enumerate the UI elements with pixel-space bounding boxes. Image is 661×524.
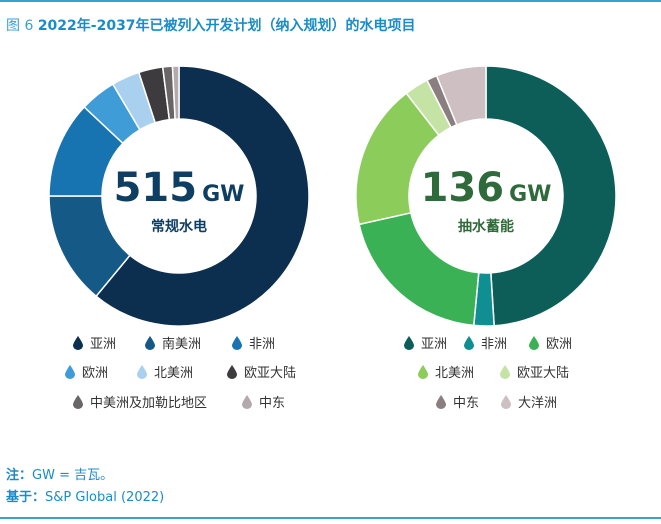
note-label: 注： (6, 468, 33, 483)
legend-item-1-4: 欧亚大陆 (500, 362, 569, 381)
donut-slice-1-6 (435, 65, 487, 126)
figure-title-text: 2022年-2037年已被列入开发计划（纳入规划）的水电项目 (37, 18, 416, 34)
donut-slice-1-0 (485, 65, 617, 327)
drop-icon (73, 394, 83, 409)
legend-item-0-5: 欧亚大陆 (227, 362, 296, 381)
drop-icon (418, 364, 428, 379)
legend-item-1-6: 大洋洲 (501, 392, 557, 411)
chart-note: 注：GW = 吉瓦。 (6, 464, 113, 483)
legend-item-0-0: 亚洲 (73, 333, 116, 352)
legend-label: 中东 (453, 396, 480, 411)
legend-item-0-6: 中美洲及加勒比地区 (73, 392, 207, 411)
legend-item-1-1: 非洲 (464, 333, 507, 352)
legend-label: 北美洲 (435, 366, 475, 381)
donut-slice-0-7 (171, 65, 180, 120)
legend-label: 中东 (259, 396, 286, 411)
figure-label: 图 6 (6, 18, 34, 34)
note-text: GW = 吉瓦。 (32, 468, 114, 483)
legend-label: 亚洲 (90, 337, 117, 352)
donut-label-0: 常规水电 (151, 218, 207, 235)
chart-source: 基于：S&P Global (2022) (6, 486, 164, 505)
legend-item-0-1: 南美洲 (145, 333, 201, 352)
source-label: 基于： (6, 490, 46, 505)
top-rule (0, 0, 661, 2)
drop-icon (404, 335, 414, 350)
legend-label: 欧洲 (546, 337, 573, 352)
legend-label: 北美洲 (154, 366, 194, 381)
drop-icon (436, 394, 446, 409)
conventional-hydro-donut: 515 GW 常规水电 (48, 65, 310, 327)
legend-item-1-2: 欧洲 (529, 333, 572, 352)
drop-icon (227, 364, 237, 379)
drop-icon (500, 364, 510, 379)
legend-label: 非洲 (481, 337, 508, 352)
legend-item-1-3: 北美洲 (418, 362, 474, 381)
donut-label-1: 抽水蓄能 (458, 218, 514, 235)
figure-title: 图 6 2022年-2037年已被列入开发计划（纳入规划）的水电项目 (6, 16, 416, 36)
legend-label: 欧亚大陆 (244, 366, 297, 381)
donut-total-0: 515 GW (114, 165, 245, 211)
drop-icon (232, 335, 242, 350)
source-text: S&P Global (2022) (45, 490, 165, 505)
drop-icon (464, 335, 474, 350)
legend-label: 大洋洲 (518, 396, 558, 411)
legend-label: 南美洲 (162, 337, 202, 352)
legend-item-0-7: 中东 (242, 392, 285, 411)
legend-label: 中美洲及加勒比地区 (90, 396, 208, 411)
legend-item-0-2: 非洲 (232, 333, 275, 352)
legend-item-0-3: 欧洲 (65, 362, 108, 381)
drop-icon (145, 335, 155, 350)
bottom-rule (0, 517, 661, 519)
drop-icon (529, 335, 539, 350)
donut-slice-0-0 (95, 65, 310, 327)
drop-icon (137, 364, 147, 379)
donut-total-1: 136 GW (421, 165, 552, 211)
legend-label: 欧亚大陆 (517, 366, 570, 381)
legend-label: 非洲 (249, 337, 276, 352)
drop-icon (65, 364, 75, 379)
legend-item-0-4: 北美洲 (137, 362, 193, 381)
drop-icon (242, 394, 252, 409)
legend-item-1-0: 亚洲 (404, 333, 447, 352)
legend-label: 亚洲 (421, 337, 448, 352)
drop-icon (501, 394, 511, 409)
legend-item-1-5: 中东 (436, 392, 479, 411)
drop-icon (73, 335, 83, 350)
pumped-storage-donut: 136 GW 抽水蓄能 (355, 65, 617, 327)
legend-label: 欧洲 (82, 366, 109, 381)
